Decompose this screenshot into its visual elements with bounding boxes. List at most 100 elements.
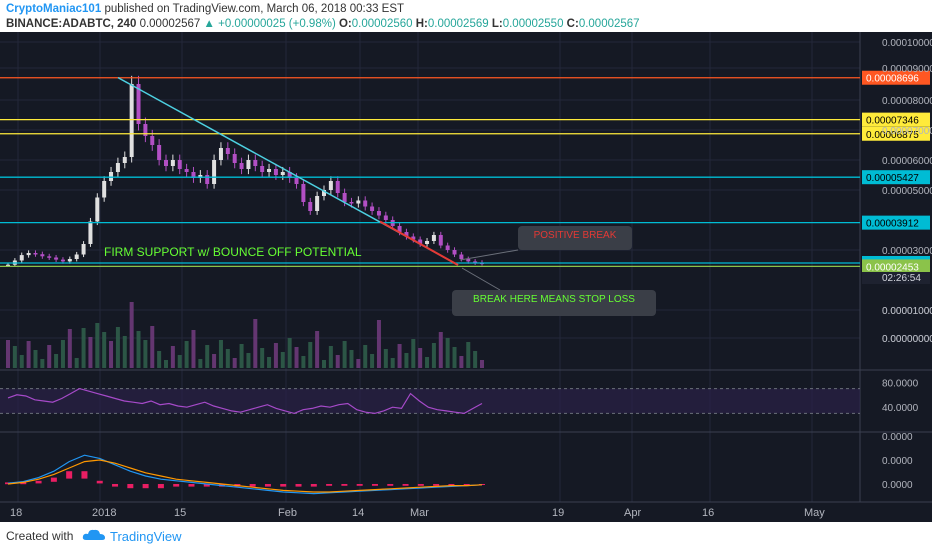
macd-histogram-bar [295,484,302,487]
volume-bar [397,344,402,368]
pointer-stop-loss [461,267,501,291]
volume-tick-label: 0.00001000 [882,306,932,317]
volume-bar [322,360,326,368]
volume-bars [6,302,484,368]
author-link[interactable]: CryptoManiac101 [6,3,102,15]
volume-bar [287,338,292,368]
macd-histogram-bar [50,477,57,482]
candle-body [6,264,10,267]
candle-body [370,206,375,211]
level-label-0: 0.00008696 [866,74,919,85]
volume-bar [273,343,278,368]
price-tick-label: 0.00005000 [882,186,932,197]
macd-tick-label: 0.0000 [882,456,913,467]
level-tag-4 [862,215,930,230]
macd-histogram-bar [96,480,103,484]
close-label: C: [566,18,579,30]
volume-bar [315,331,320,368]
macd-histogram-bar [66,471,73,479]
macd-histogram-bar [173,484,180,487]
price-tick-label: 0.00003000 [882,246,932,257]
candle-body [267,169,272,172]
volume-bar [445,338,450,368]
macd-histogram-bar [264,484,271,487]
candle-body [356,200,361,204]
candle-body [60,259,65,262]
candle-body [157,145,162,160]
candle-body [315,196,320,211]
candle-body [136,84,141,124]
open-value: 0.00002560 [351,18,413,30]
time-tick-label: Feb [278,507,297,519]
candle-body [205,175,210,184]
candle-body [308,202,313,211]
up-arrow-icon: ▲ [203,18,215,30]
volume-bar [349,350,354,368]
price-tick-label: 0.00000000 [882,334,932,345]
candle-body [411,236,416,240]
volume-bar [473,351,478,368]
chart-area[interactable]: 0.00008696 0.00007346 0.00006875 0.00005427… [0,32,932,522]
volume-bar [157,351,162,368]
volume-bar [335,355,340,368]
volume-bar [459,356,464,368]
candle-body [246,160,251,169]
macd-histogram-bar [203,484,210,487]
level-tag-3 [862,170,930,185]
tradingview-brand[interactable]: TradingView [110,529,182,544]
candle-body [88,221,93,244]
volume-bar [109,341,114,368]
time-tick-label: 14 [352,507,364,519]
time-tick-label: Apr [624,507,641,519]
macd-signal-line [7,459,483,493]
volume-bar [294,347,299,368]
trendline-break-segment [379,220,459,266]
candle-body [225,148,230,154]
volume-bar [143,340,148,368]
rsi-band [0,388,860,414]
time-tick-label: 2018 [92,507,116,519]
tradingview-cloud-icon [82,529,105,540]
macd-histogram-bar [310,484,317,487]
candle-body [150,136,155,145]
candle-body [115,163,120,172]
candle-body [102,181,107,198]
candle-body [452,250,457,255]
candle-body [74,254,79,259]
annotation-stop-loss[interactable]: BREAK HERE MEANS STOP LOSS [452,290,656,316]
candle-body [47,256,52,258]
volume-bar [438,332,443,368]
volume-bar [225,349,230,368]
volume-bar [198,359,203,368]
price-candles [6,75,484,267]
macd-histogram-bar [402,484,409,486]
candle-body [232,154,237,163]
price-tick-label: 0.00006000 [882,156,932,167]
volume-bar [12,346,17,368]
chart-svg[interactable]: 0.00008696 0.00007346 0.00006875 0.00005427… [0,32,932,522]
volume-bar [370,354,375,368]
volume-bar [383,349,388,368]
level-label-1: 0.00007346 [866,116,919,127]
symbol-label[interactable]: BINANCE:ADABTC, 240 [6,18,137,30]
chart-background [0,32,932,522]
time-tick-label: May [804,507,825,519]
candle-body [170,160,175,166]
volume-bar [425,357,430,368]
volume-bar [170,346,175,368]
volume-bar [356,359,361,368]
close-value: 0.00002567 [578,18,640,30]
volume-bar [232,358,237,368]
level-label-3: 0.00005427 [866,173,919,184]
rsi-tick-label: 40.0000 [882,403,919,414]
time-tick-label: Mar [410,507,429,519]
annotation-positive-break[interactable]: POSITIVE BREAK [518,226,632,250]
candle-body [438,235,443,246]
volume-bar [129,302,134,368]
candle-body [349,202,354,204]
macd-histogram-bar [157,484,164,489]
volume-bar [363,345,368,368]
volume-bar [452,347,457,368]
macd-histogram-bar [463,484,470,485]
macd-tick-label: 0.0000 [882,432,913,443]
